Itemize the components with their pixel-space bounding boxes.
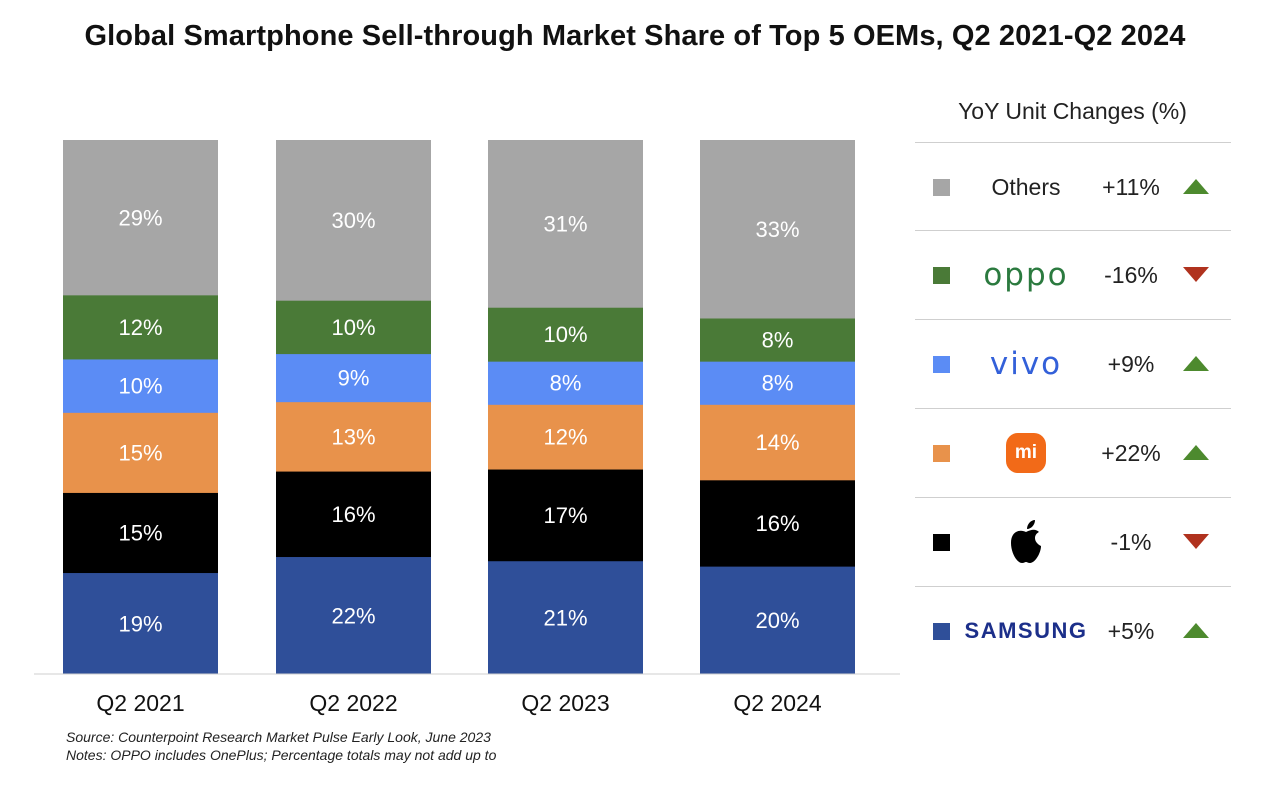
samsung-logo-icon: SAMSUNG (964, 618, 1088, 643)
apple-logo-icon (1011, 520, 1041, 563)
data-label-vivo-2: 9% (338, 366, 370, 391)
vivo-logo-icon: vivo (989, 346, 1063, 382)
stacked-bar-chart: 19% 15% 15% 10% 12% 29% 22% 16% 13% 9% 10% 30% 21% 17… (34, 140, 900, 716)
data-label-xiaomi-3: 12% (543, 425, 587, 450)
bar-segment-apple-4 (700, 479, 855, 567)
legend-swatch-vivo (933, 356, 950, 373)
data-label-apple-2: 16% (331, 502, 375, 527)
bar-segment-oppo-4 (700, 318, 855, 362)
legend-swatch-xiaomi (933, 445, 950, 462)
bar-segment-samsung-1 (63, 572, 218, 675)
data-label-apple-3: 17% (543, 503, 587, 528)
bar-segment-vivo-2 (276, 353, 431, 403)
legend-change-others: +11% (1102, 173, 1160, 200)
data-label-others-3: 31% (543, 212, 587, 237)
legend-change-xiaomi: +22% (1101, 439, 1161, 466)
legend-brand-samsung: SAMSUNG (963, 587, 1089, 675)
legend-row-apple: -1% (915, 497, 1231, 586)
data-label-xiaomi-1: 15% (118, 440, 162, 465)
bar-segment-oppo-2 (276, 300, 431, 355)
notes-text: Notes: OPPO includes OnePlus; Percentage… (66, 747, 497, 763)
legend-row-others: Others +11% (915, 142, 1231, 231)
bar-segment-vivo-1 (63, 358, 218, 413)
legend-change-samsung: +5% (1107, 617, 1155, 644)
legend-row-vivo: vivo +9% (915, 319, 1231, 408)
data-label-samsung-1: 19% (118, 611, 162, 636)
legend-swatch-apple (933, 534, 950, 551)
bars-group: 19% 15% 15% 10% 12% 29% 22% 16% 13% 9% 10% 30% 21% 17… (63, 140, 855, 675)
bar-segment-samsung-2 (276, 556, 431, 675)
data-label-samsung-2: 22% (331, 603, 375, 628)
legend-brand-xiaomi: mi (963, 409, 1089, 497)
triangle-down-icon (1183, 534, 1209, 549)
data-label-vivo-3: 8% (550, 371, 582, 396)
data-label-oppo-3: 10% (543, 322, 587, 347)
data-label-oppo-4: 8% (762, 328, 794, 353)
bar-segment-samsung-4 (700, 566, 855, 675)
data-label-xiaomi-4: 14% (755, 430, 799, 455)
legend-swatch-oppo (933, 267, 950, 284)
bar-segment-xiaomi-1 (63, 412, 218, 493)
legend-change-apple: -1% (1110, 528, 1152, 555)
bar-segment-xiaomi-2 (276, 401, 431, 472)
bar-segment-apple-1 (63, 492, 218, 574)
bar-segment-apple-2 (276, 471, 431, 558)
data-label-samsung-3: 21% (543, 605, 587, 630)
triangle-up-icon (1183, 623, 1209, 638)
legend-row-xiaomi: mi +22% (915, 408, 1231, 497)
data-label-apple-4: 16% (755, 511, 799, 536)
triangle-up-icon (1183, 179, 1209, 194)
data-label-samsung-4: 20% (755, 608, 799, 633)
bar-segment-xiaomi-3 (488, 404, 643, 470)
bar-segment-apple-3 (488, 469, 643, 562)
category-label-1: Q2 2021 (96, 690, 184, 716)
legend-header: YoY Unit Changes (%) (958, 98, 1187, 124)
triangle-up-icon (1183, 356, 1209, 371)
legend-brand-vivo: vivo (963, 320, 1089, 408)
bar-segment-oppo-1 (63, 294, 218, 360)
triangle-up-icon (1183, 445, 1209, 460)
bar-segment-others-1 (63, 140, 218, 296)
bar-segment-oppo-3 (488, 307, 643, 362)
bar-segment-vivo-4 (700, 361, 855, 405)
source-notes: Source: Counterpoint Research Market Pul… (66, 728, 496, 764)
data-label-vivo-4: 8% (762, 371, 794, 396)
others-label: Others (991, 173, 1061, 200)
legend-row-oppo: oppo -16% (915, 230, 1231, 319)
legend-brand-apple (963, 498, 1089, 586)
legend-brand-others: Others (963, 143, 1089, 231)
data-label-others-2: 30% (331, 208, 375, 233)
category-label-4: Q2 2024 (733, 690, 821, 716)
source-text: Source: Counterpoint Research Market Pul… (66, 729, 491, 745)
oppo-logo-icon: oppo (983, 257, 1069, 293)
data-label-apple-1: 15% (118, 520, 162, 545)
data-label-xiaomi-2: 13% (331, 424, 375, 449)
legend-brand-oppo: oppo (963, 231, 1089, 319)
chart-title: Global Smartphone Sell-through Market Sh… (84, 20, 1186, 52)
bar-segment-vivo-3 (488, 361, 643, 405)
data-label-others-4: 33% (755, 217, 799, 242)
data-label-oppo-1: 12% (118, 315, 162, 340)
data-label-others-1: 29% (118, 205, 162, 230)
legend-swatch-samsung (933, 623, 950, 640)
data-label-oppo-2: 10% (331, 315, 375, 340)
legend-row-samsung: SAMSUNG +5% (915, 586, 1231, 675)
xiaomi-logo-icon: mi (1006, 433, 1046, 473)
bar-segment-others-3 (488, 140, 643, 308)
legend-swatch-others (933, 179, 950, 196)
bar-segment-samsung-3 (488, 560, 643, 675)
category-labels-group: Q2 2021 Q2 2022 Q2 2023 Q2 2024 (96, 690, 821, 716)
bar-segment-others-4 (700, 140, 855, 319)
bar-segment-others-2 (276, 140, 431, 301)
bar-segment-xiaomi-4 (700, 404, 855, 481)
triangle-down-icon (1183, 267, 1209, 282)
category-label-2: Q2 2022 (309, 690, 397, 716)
category-label-3: Q2 2023 (521, 690, 609, 716)
legend-change-vivo: +9% (1107, 350, 1155, 377)
legend-change-oppo: -16% (1104, 261, 1158, 288)
data-label-vivo-1: 10% (118, 374, 162, 399)
